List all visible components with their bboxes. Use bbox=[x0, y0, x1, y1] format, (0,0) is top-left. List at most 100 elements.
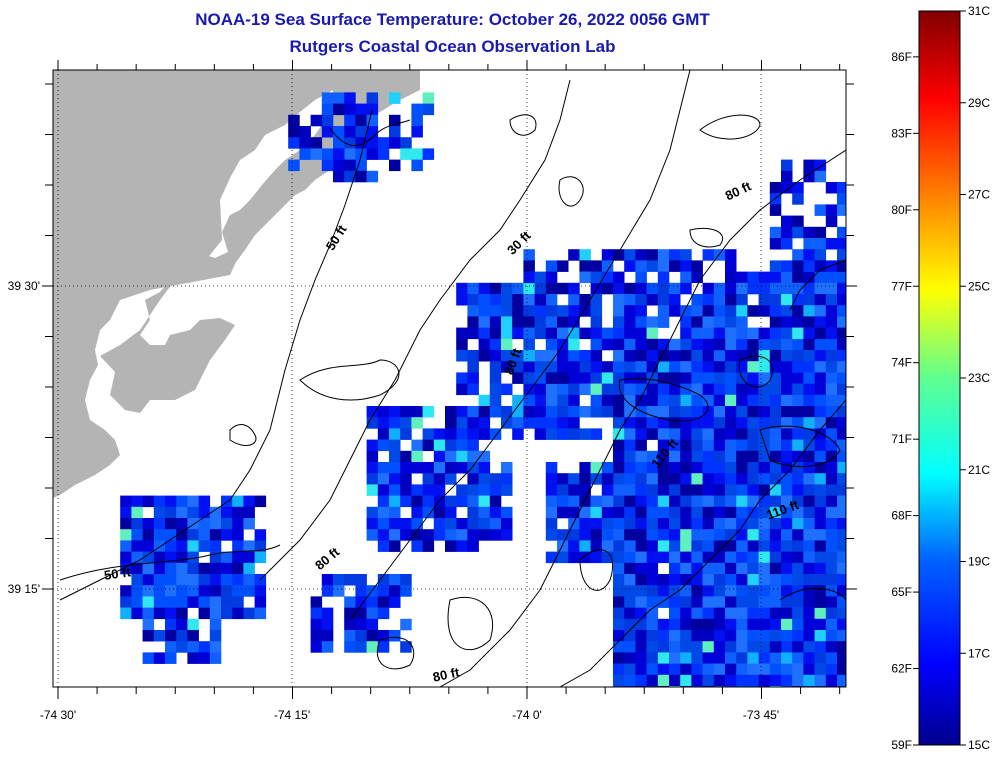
sst-pixel bbox=[422, 148, 435, 160]
sst-pixel bbox=[467, 294, 479, 306]
sst-pixel bbox=[153, 551, 166, 564]
sst-pixel bbox=[579, 495, 591, 508]
sst-pixel bbox=[713, 529, 726, 541]
sst-pixel bbox=[803, 473, 815, 485]
sst-pixel bbox=[669, 562, 681, 575]
sst-pixel bbox=[254, 495, 267, 508]
sst-pixel bbox=[691, 574, 703, 586]
sst-pixel bbox=[657, 361, 670, 373]
sst-pixel bbox=[814, 428, 827, 440]
sst-pixel bbox=[758, 652, 771, 664]
sst-pixel bbox=[545, 473, 558, 485]
sst-pixel bbox=[814, 674, 827, 687]
sst-pixel bbox=[579, 260, 591, 272]
sst-pixel bbox=[792, 652, 804, 664]
sst-pixel bbox=[624, 327, 636, 340]
sst-pixel bbox=[848, 507, 860, 519]
sst-pixel bbox=[814, 686, 827, 687]
sst-pixel bbox=[467, 529, 479, 541]
sst-pixel bbox=[534, 316, 547, 328]
sst-pixel bbox=[568, 249, 580, 261]
sst-pixel bbox=[758, 383, 771, 396]
sst-pixel bbox=[254, 585, 267, 597]
sst-pixel bbox=[411, 506, 423, 519]
sst-pixel bbox=[400, 417, 412, 429]
sst-pixel bbox=[176, 630, 188, 642]
sst-pixel bbox=[310, 148, 323, 160]
sst-pixel bbox=[848, 361, 860, 373]
sst-pixel bbox=[568, 282, 580, 295]
sst-pixel bbox=[814, 630, 827, 642]
sst-pixel bbox=[400, 484, 412, 496]
sst-pixel bbox=[725, 282, 737, 295]
sst-pixel bbox=[165, 607, 177, 620]
sst-pixel bbox=[825, 663, 838, 676]
graticule bbox=[53, 70, 846, 687]
sst-pixel bbox=[713, 338, 726, 351]
sst-pixel bbox=[657, 372, 670, 384]
sst-pixel bbox=[669, 417, 681, 429]
sst-pixel bbox=[646, 618, 659, 631]
sst-pixel bbox=[680, 518, 692, 530]
sst-pixel bbox=[747, 697, 759, 709]
sst-pixel bbox=[691, 350, 703, 362]
sst-pixel bbox=[400, 495, 412, 508]
sst-pixel bbox=[803, 439, 815, 452]
sst-pixel bbox=[747, 529, 759, 541]
sst-pixel bbox=[680, 338, 692, 351]
sst-pixel bbox=[848, 384, 860, 396]
colorbar-label-fahrenheit: 86F bbox=[891, 50, 912, 64]
sst-pixel bbox=[680, 350, 692, 362]
sst-pixel bbox=[142, 585, 155, 597]
sst-pixel bbox=[680, 249, 692, 261]
sst-pixel bbox=[523, 305, 535, 317]
sst-pixel bbox=[153, 630, 166, 642]
sst-pixel bbox=[758, 282, 771, 295]
sst-pixel bbox=[467, 484, 479, 496]
sst-pixel bbox=[489, 294, 502, 306]
depth-contours bbox=[59, 70, 846, 687]
sst-pixel bbox=[669, 428, 681, 440]
sst-pixel bbox=[467, 316, 479, 328]
sst-pixel bbox=[702, 540, 715, 552]
sst-pixel bbox=[736, 607, 748, 620]
sst-pixel bbox=[489, 394, 502, 407]
sst-pixel bbox=[646, 394, 659, 407]
sst-pixel bbox=[557, 484, 569, 496]
sst-pixel bbox=[590, 361, 603, 373]
sst-pixel bbox=[691, 271, 703, 284]
sst-pixel bbox=[131, 518, 143, 530]
sst-pixel bbox=[848, 462, 860, 474]
sst-pixel bbox=[702, 316, 715, 328]
sst-pixel bbox=[557, 361, 569, 373]
sst-pixel bbox=[635, 428, 647, 440]
sst-pixel bbox=[848, 552, 860, 564]
depth-contour-label: 50 ft bbox=[103, 564, 132, 583]
sst-pixel bbox=[512, 372, 524, 384]
sst-pixel bbox=[814, 170, 827, 183]
sst-pixel bbox=[781, 450, 793, 463]
sst-pixel bbox=[713, 585, 726, 597]
sst-pixel bbox=[848, 686, 860, 698]
sst-pixel bbox=[848, 193, 860, 205]
sst-pixel bbox=[747, 428, 759, 440]
sst-pixel bbox=[769, 529, 782, 541]
sst-pixel bbox=[366, 462, 379, 474]
sst-pixel bbox=[131, 574, 143, 586]
sst-pixel bbox=[613, 372, 625, 384]
sst-pixel bbox=[389, 506, 401, 519]
sst-pixel bbox=[545, 417, 558, 429]
sst-pixel bbox=[187, 529, 199, 541]
sst-pixel bbox=[389, 495, 401, 508]
sst-pixel bbox=[825, 406, 838, 418]
sst-pixel bbox=[814, 361, 827, 373]
sst-pixel bbox=[691, 540, 703, 552]
sst-pixel bbox=[512, 282, 524, 295]
sst-pixel bbox=[590, 305, 603, 317]
sst-pixel bbox=[523, 249, 535, 261]
sst-pixel bbox=[669, 383, 681, 396]
sst-pixel bbox=[153, 495, 166, 508]
sst-pixel bbox=[557, 383, 569, 396]
sst-pixel bbox=[176, 607, 188, 620]
sst-pixel bbox=[792, 294, 804, 306]
